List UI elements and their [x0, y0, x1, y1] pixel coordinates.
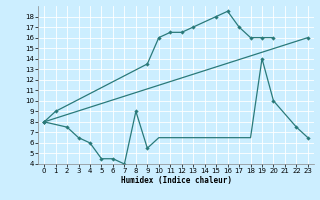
X-axis label: Humidex (Indice chaleur): Humidex (Indice chaleur) — [121, 176, 231, 185]
